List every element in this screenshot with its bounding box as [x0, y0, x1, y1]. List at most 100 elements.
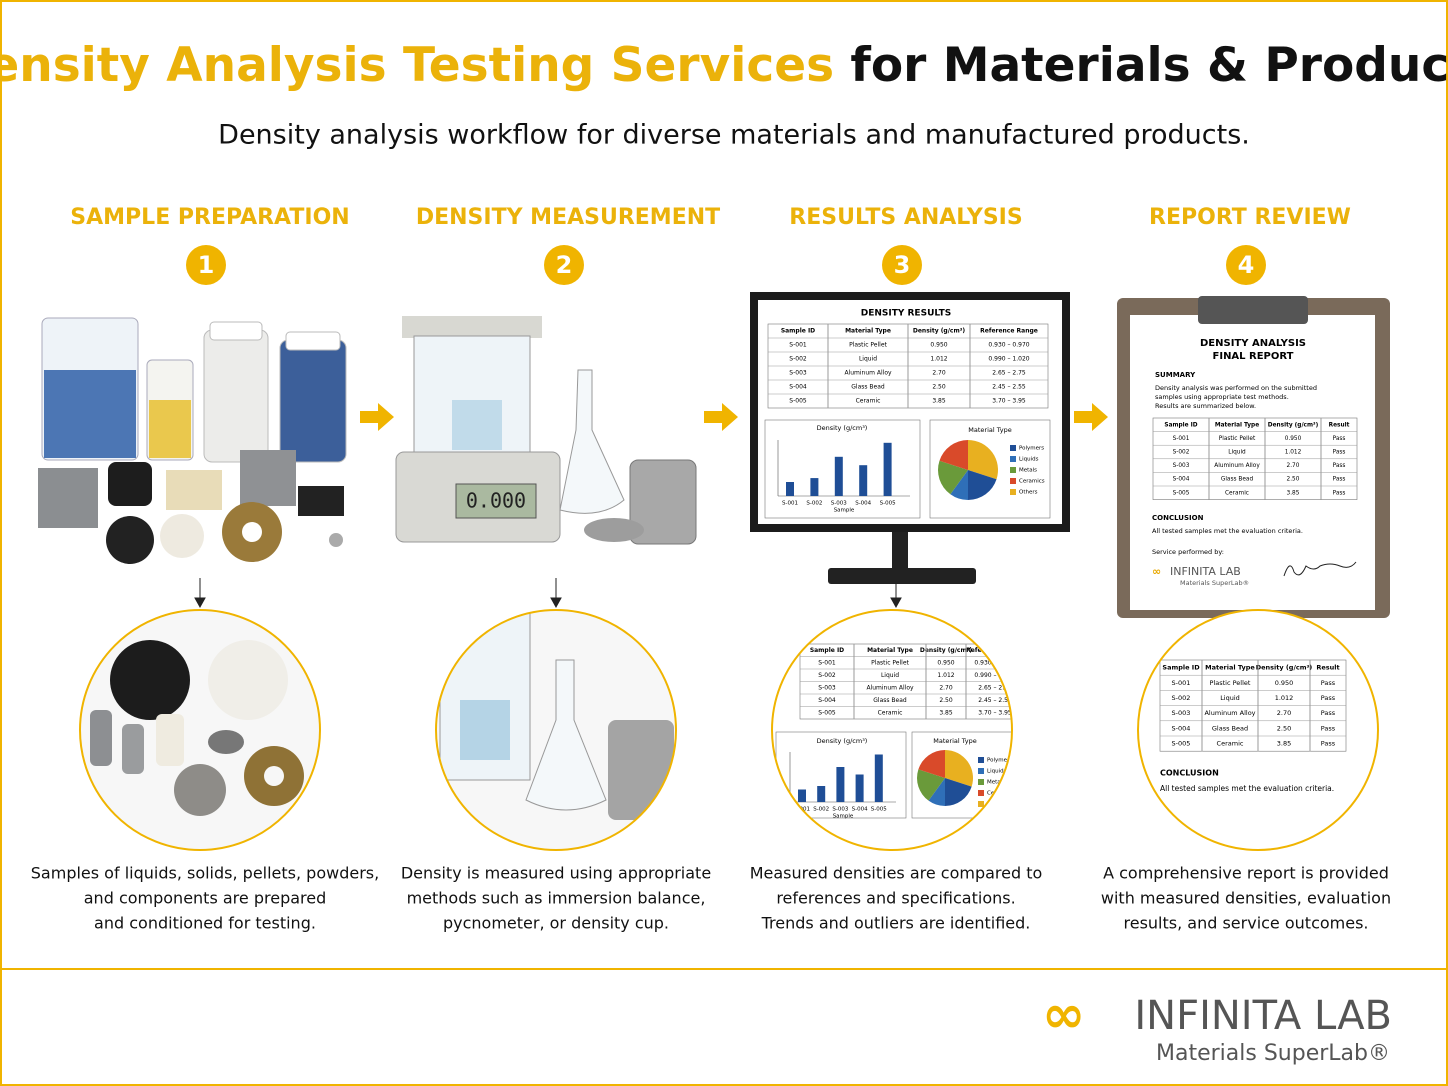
- table-header: Density (g/cm³): [1256, 664, 1313, 672]
- chart-bar: [810, 478, 819, 496]
- table-cell: 2.50: [939, 697, 953, 704]
- table-cell: Ceramic: [1225, 490, 1249, 496]
- table-cell: 1.012: [1275, 694, 1294, 702]
- chart-x-label: S-002: [806, 501, 822, 507]
- step-description: Trends and outliers are identified.: [761, 914, 1031, 933]
- table-cell: 2.50: [1287, 477, 1300, 483]
- table-cell: S-005: [818, 709, 836, 716]
- step-title: RESULTS ANALYSIS: [789, 205, 1022, 230]
- chart-x-label: S-001: [782, 501, 798, 507]
- legend-label: Metals: [1019, 468, 1037, 474]
- table-cell: 1.012: [937, 672, 954, 679]
- table-cell: Liquid: [881, 672, 899, 679]
- table-cell: S-002: [1173, 450, 1190, 456]
- legend-swatch: [1010, 456, 1016, 462]
- table-cell: Liquid: [1220, 694, 1240, 702]
- chart-x-label: S-004: [852, 807, 868, 813]
- table-header: Sample ID: [1164, 422, 1197, 428]
- table-header: Reference Range: [980, 328, 1038, 335]
- step-description: and components are prepared: [84, 889, 327, 908]
- legend-swatch: [978, 801, 984, 807]
- zoom-samples: [80, 610, 320, 850]
- legend-label: Liquids: [1019, 457, 1039, 463]
- chart-x-title: Sample: [833, 814, 854, 820]
- table-cell: S-003: [1172, 709, 1191, 717]
- table-header: Sample ID: [781, 328, 815, 335]
- table-cell: 0.950: [1285, 436, 1302, 442]
- step-description: references and specifications.: [776, 889, 1015, 908]
- zoom-arrows: [194, 578, 902, 609]
- pie-title: Material Type: [968, 426, 1011, 434]
- table-cell: 0.990 – 1.020: [988, 356, 1029, 363]
- table-cell: 3.70 – 3.95: [978, 709, 1012, 716]
- table-cell: Pass: [1333, 490, 1346, 496]
- table-cell: Pass: [1321, 724, 1336, 732]
- summary-line: Results are summarized below.: [1155, 402, 1256, 410]
- table-cell: Aluminum Alloy: [1214, 463, 1260, 469]
- conclusion: All tested samples met the evaluation cr…: [1152, 527, 1303, 535]
- pie-slice: [928, 778, 945, 806]
- table-cell: S-005: [1173, 490, 1190, 496]
- table-header: Material Type: [867, 647, 913, 654]
- table-cell: S-003: [818, 684, 836, 691]
- pie-slice: [938, 460, 968, 495]
- bar-chart-title: Density (g/cm³): [817, 424, 868, 432]
- legend-label: Ceramics: [1019, 479, 1045, 485]
- table-cell: 0.990 – 1.020: [974, 672, 1015, 679]
- step-number: 3: [894, 251, 911, 279]
- chart-bar: [883, 442, 892, 496]
- table-cell: 3.85: [1277, 740, 1291, 748]
- step-description: methods such as immersion balance,: [407, 889, 706, 908]
- pie-slice: [945, 778, 972, 806]
- table-cell: Pass: [1333, 463, 1346, 469]
- conclusion: All tested samples met the evaluation cr…: [1160, 784, 1334, 793]
- table-cell: S-004: [818, 697, 836, 704]
- pie-slice: [917, 769, 945, 801]
- subtitle: Density analysis workflow for diverse ma…: [218, 120, 1250, 151]
- table-cell: Glass Bead: [1221, 477, 1254, 483]
- table-cell: S-003: [1173, 463, 1190, 469]
- chart-bar: [786, 482, 794, 496]
- step-badge: [544, 245, 584, 285]
- footer-logo-tagline: Materials SuperLab®: [1156, 1041, 1390, 1066]
- title-highlight: Density Analysis Testing Services: [0, 38, 834, 93]
- step-description: pycnometer, or density cup.: [443, 914, 669, 933]
- step-description: with measured densities, evaluation: [1101, 889, 1391, 908]
- table-cell: S-001: [1172, 679, 1191, 687]
- chart-x-title: Sample: [834, 508, 855, 514]
- legend-swatch: [1010, 478, 1016, 484]
- table-cell: 2.70: [939, 684, 953, 691]
- table-cell: Plastic Pellet: [1210, 679, 1251, 687]
- table-cell: 0.950: [930, 342, 947, 349]
- table-header: Material Type: [845, 328, 891, 335]
- table-cell: S-004: [1172, 724, 1191, 732]
- table-cell: S-001: [1173, 436, 1190, 442]
- table-cell: Aluminum Alloy: [844, 370, 892, 377]
- step-description: Samples of liquids, solids, pellets, pow…: [31, 864, 379, 883]
- pie-slice: [950, 470, 968, 500]
- table-cell: 2.70: [1277, 709, 1291, 717]
- conclusion-heading: CONCLUSION: [1152, 514, 1204, 522]
- chart-bar: [798, 789, 806, 802]
- step-description: results, and service outcomes.: [1124, 914, 1369, 933]
- table-header: Sample ID: [810, 647, 844, 654]
- table-header: Sample ID: [1162, 664, 1200, 672]
- chart-x-label: S-004: [855, 501, 871, 507]
- logo-mark: ∞: [1152, 565, 1161, 578]
- table-cell: Pass: [1321, 679, 1336, 687]
- table-cell: Pass: [1321, 709, 1336, 717]
- chart-bar: [834, 456, 843, 496]
- table-cell: Ceramic: [856, 398, 881, 405]
- table-header: Density (g/cm³): [1268, 421, 1319, 428]
- table-header: Result: [1316, 664, 1339, 672]
- summary-line: Density analysis was performed on the su…: [1155, 384, 1317, 392]
- table-cell: 2.50: [1277, 724, 1291, 732]
- chart-x-label: S-003: [832, 807, 848, 813]
- table-cell: 2.65 – 2.75: [978, 684, 1012, 691]
- legend-swatch: [1010, 489, 1016, 495]
- step-badge: [882, 245, 922, 285]
- signature: [1283, 561, 1357, 577]
- legend-swatch: [978, 768, 984, 774]
- table-cell: 0.950: [937, 659, 954, 666]
- table-cell: Pass: [1321, 694, 1336, 702]
